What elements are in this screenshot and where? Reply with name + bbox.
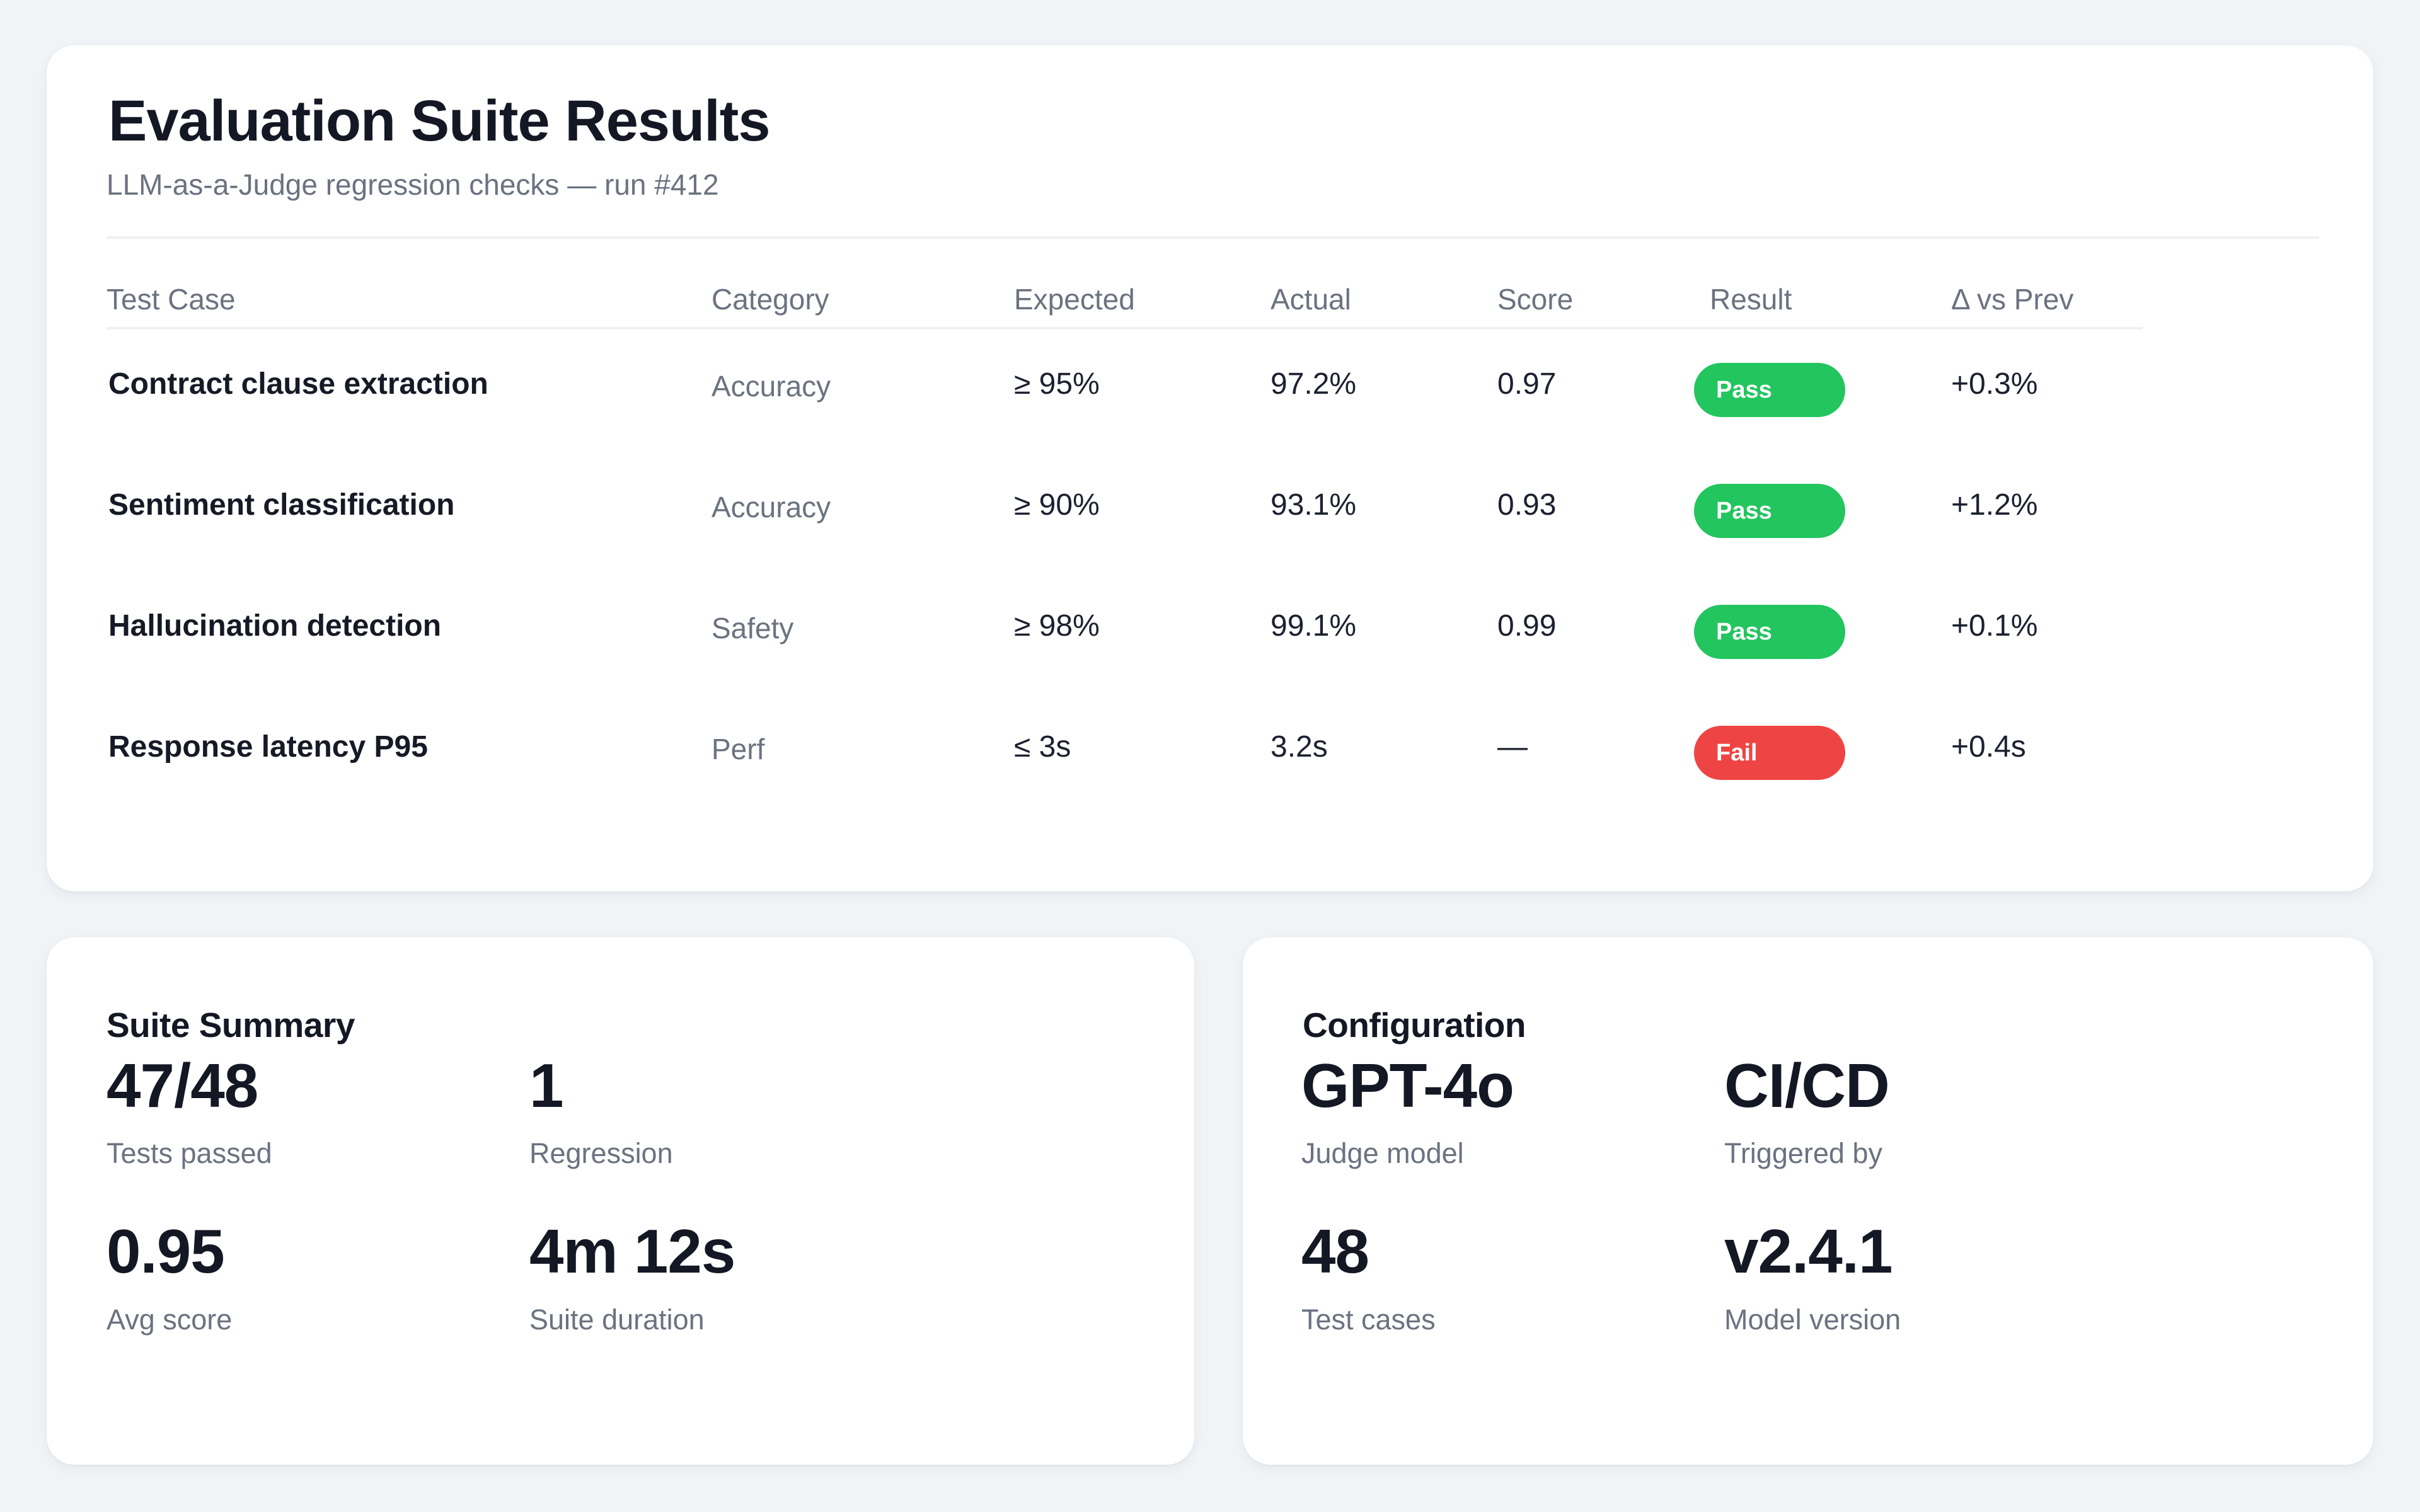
expected-value: ≥ 90% [1014, 488, 1100, 522]
expected-value: ≤ 3s [1014, 730, 1071, 764]
results-card: Evaluation Suite Results LLM-as-a-Judge … [47, 45, 2373, 891]
status-badge-label: Fail [1716, 739, 1758, 766]
stat-label: Triggered by [1724, 1137, 1882, 1169]
suite-summary-card: Suite Summary 47/48 Tests passed 1 Regre… [47, 937, 1194, 1465]
page-subtitle: LLM-as-a-Judge regression checks — run #… [107, 168, 719, 201]
status-badge-fail: Fail [1694, 726, 1845, 780]
actual-value: 3.2s [1270, 730, 1328, 764]
stat-label: Avg score [107, 1303, 233, 1336]
status-badge-label: Pass [1716, 376, 1772, 403]
column-header-delta[interactable]: Δ vs Prev [1951, 283, 2074, 316]
stat-value: CI/CD [1724, 1051, 1890, 1120]
actual-value: 99.1% [1270, 609, 1357, 643]
score-value: 0.93 [1497, 488, 1557, 522]
stat-label: Model version [1724, 1303, 1901, 1336]
stat-label: Judge model [1301, 1137, 1464, 1169]
status-badge-label: Pass [1716, 497, 1772, 524]
column-header-category[interactable]: Category [712, 283, 829, 316]
category: Accuracy [712, 491, 831, 524]
stat-label: Suite duration [529, 1303, 705, 1336]
delta-value: +0.3% [1951, 367, 2038, 401]
category: Accuracy [712, 370, 831, 403]
status-badge-pass: Pass [1694, 363, 1845, 417]
stat-value: 1 [529, 1051, 564, 1120]
title-divider [107, 236, 2319, 239]
stat-label: Test cases [1301, 1303, 1436, 1336]
status-badge-label: Pass [1716, 618, 1772, 645]
stat-label: Tests passed [107, 1137, 272, 1169]
expected-value: ≥ 98% [1014, 609, 1100, 643]
category: Perf [712, 733, 765, 765]
column-header-actual[interactable]: Actual [1270, 283, 1351, 316]
delta-value: +0.1% [1951, 609, 2038, 643]
test-case-name: Sentiment classification [108, 488, 455, 522]
status-badge-pass: Pass [1694, 484, 1845, 538]
category: Safety [712, 612, 794, 644]
actual-value: 97.2% [1270, 367, 1357, 401]
stat-value: 0.95 [107, 1217, 225, 1286]
score-value: 0.97 [1497, 367, 1557, 401]
expected-value: ≥ 95% [1014, 367, 1100, 401]
stat-value: 48 [1301, 1217, 1369, 1286]
test-case-name: Contract clause extraction [108, 367, 488, 401]
stat-value: v2.4.1 [1724, 1217, 1893, 1286]
actual-value: 93.1% [1270, 488, 1357, 522]
test-case-name: Response latency P95 [108, 730, 428, 764]
stat-label: Regression [529, 1137, 673, 1169]
column-header-result[interactable]: Result [1710, 283, 1792, 316]
stat-value: 47/48 [107, 1051, 258, 1120]
score-value: 0.99 [1497, 609, 1557, 643]
column-header-expected[interactable]: Expected [1014, 283, 1135, 316]
delta-value: +0.4s [1951, 730, 2026, 764]
column-header-score[interactable]: Score [1497, 283, 1574, 316]
configuration-title: Configuration [1303, 1005, 1526, 1045]
status-badge-pass: Pass [1694, 605, 1845, 659]
page-title: Evaluation Suite Results [108, 89, 771, 153]
suite-summary-title: Suite Summary [107, 1005, 355, 1045]
delta-value: +1.2% [1951, 488, 2038, 522]
stat-value: 4m 12s [529, 1217, 735, 1286]
header-divider [107, 327, 2143, 329]
score-value: — [1497, 730, 1528, 764]
stat-value: GPT-4o [1301, 1051, 1514, 1120]
test-case-name: Hallucination detection [108, 609, 442, 643]
configuration-card: Configuration GPT-4o Judge model CI/CD T… [1243, 937, 2373, 1465]
column-header-test-case[interactable]: Test Case [107, 283, 236, 316]
